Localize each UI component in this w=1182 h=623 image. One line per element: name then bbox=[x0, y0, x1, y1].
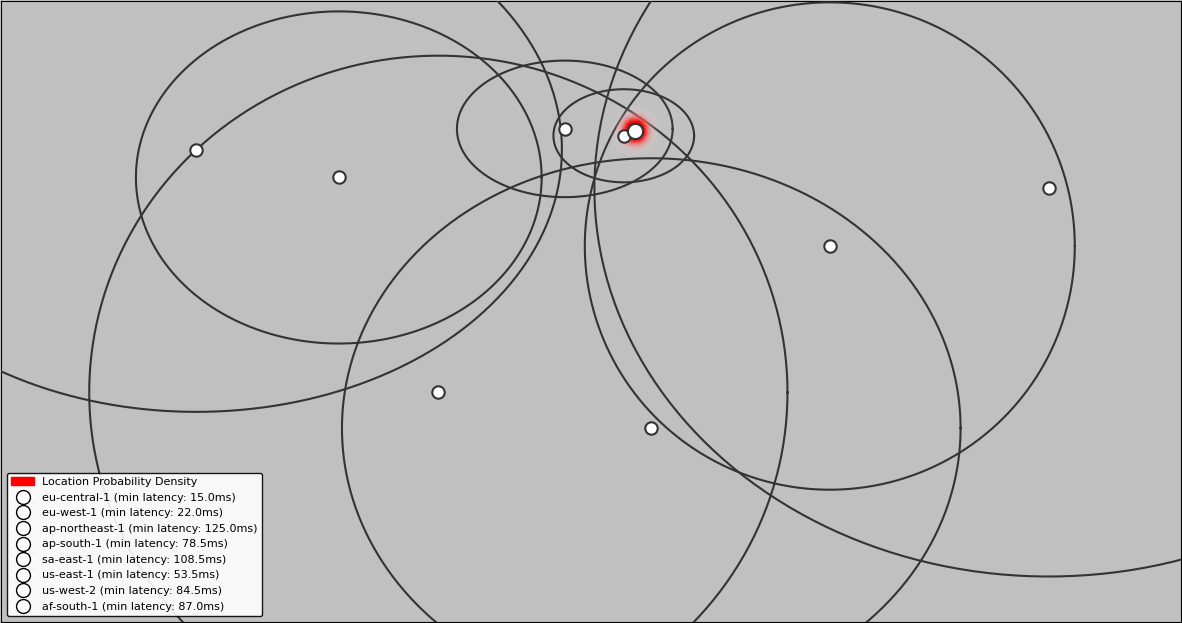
Point bbox=[1039, 184, 1058, 194]
Point bbox=[556, 124, 574, 134]
Point bbox=[820, 241, 839, 251]
Point bbox=[330, 173, 349, 183]
Point bbox=[642, 423, 661, 433]
Point bbox=[625, 126, 644, 136]
Point bbox=[429, 388, 448, 397]
Legend: Location Probability Density, eu-central-1 (min latency: 15.0ms), eu-west-1 (min: Location Probability Density, eu-central… bbox=[7, 473, 262, 616]
Point bbox=[615, 131, 634, 141]
Point bbox=[187, 145, 206, 155]
